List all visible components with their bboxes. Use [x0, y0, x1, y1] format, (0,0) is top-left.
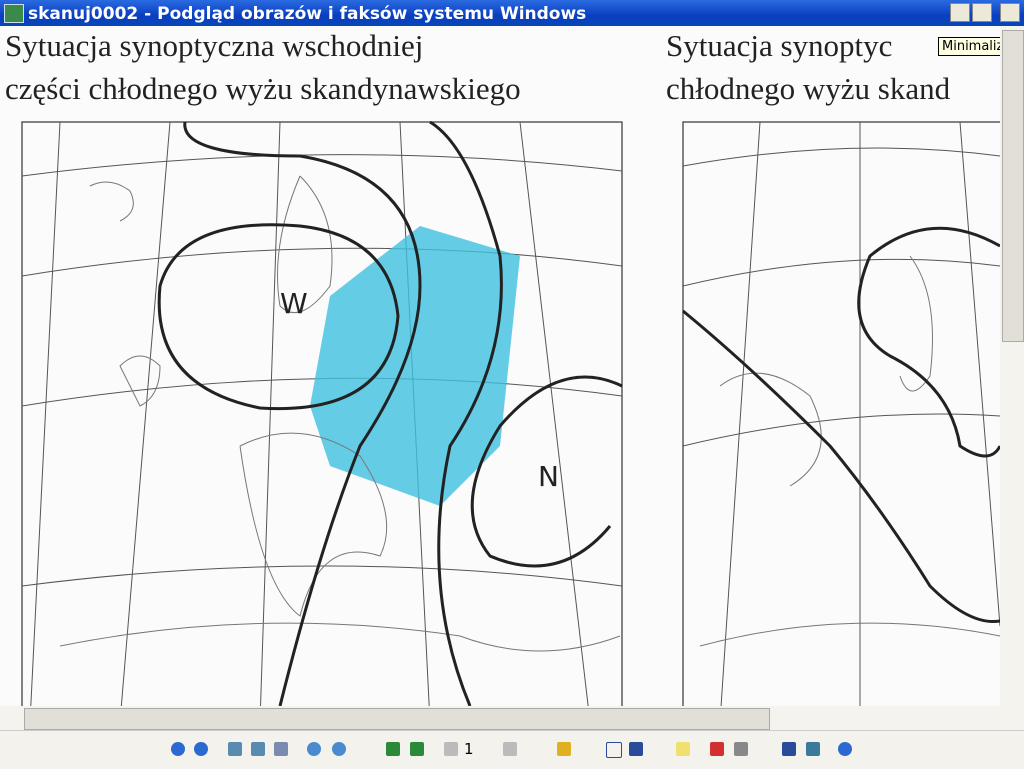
map-title-line: chłodnego wyżu skand: [666, 71, 951, 106]
filled-rect-button[interactable]: [629, 742, 643, 756]
highlighter-button[interactable]: [557, 742, 571, 756]
image-view: Sytuacja synoptyczna wschodniej części c…: [0, 26, 1000, 706]
pressure-label: N: [538, 460, 559, 493]
graticule: [21, 121, 1000, 706]
first-page-button[interactable]: [444, 742, 458, 756]
pressure-label: W: [280, 287, 308, 320]
save-button[interactable]: [782, 742, 796, 756]
rectangle-button[interactable]: [606, 742, 622, 758]
tooltip: Minimalizuj: [938, 37, 1020, 56]
note-button[interactable]: [676, 742, 690, 756]
next-page-button[interactable]: [503, 742, 517, 756]
help-button[interactable]: [838, 742, 852, 756]
rotate-button[interactable]: [386, 742, 400, 756]
actual-size-button[interactable]: [251, 742, 265, 756]
scroll-thumb[interactable]: [1002, 30, 1024, 342]
isobars: [157, 120, 1000, 706]
map-title-line: Sytuacja synoptyczna wschodniej: [5, 28, 424, 63]
print-button[interactable]: [734, 742, 748, 756]
delete-button[interactable]: [710, 742, 724, 756]
page-number[interactable]: 1: [464, 740, 474, 758]
map-drawing: W N: [21, 120, 1000, 706]
window-title: skanuj0002 - Podgląd obrazów i faksów sy…: [28, 4, 587, 24]
zoom-in-button[interactable]: [307, 742, 321, 756]
next-button[interactable]: [194, 742, 208, 756]
editor-button[interactable]: [806, 742, 820, 756]
scroll-thumb[interactable]: [24, 708, 770, 730]
app-icon: [4, 4, 24, 23]
vertical-scrollbar[interactable]: [1000, 26, 1024, 706]
rotate-button[interactable]: [410, 742, 424, 756]
horizontal-scrollbar[interactable]: [0, 706, 1024, 730]
title-bar: skanuj0002 - Podgląd obrazów i faksów sy…: [0, 0, 1024, 26]
slideshow-button[interactable]: [274, 742, 288, 756]
map-frames: [21, 121, 1000, 706]
highlighted-area: [310, 226, 520, 506]
coastlines: [59, 175, 1000, 652]
restore-button[interactable]: [972, 3, 992, 22]
best-fit-button[interactable]: [228, 742, 242, 756]
zoom-out-button[interactable]: [332, 742, 346, 756]
map-title-line: części chłodnego wyżu skandynawskiego: [5, 71, 521, 106]
map-title-line: Sytuacja synoptyc: [666, 28, 893, 63]
toolbar: 1: [0, 730, 1024, 769]
previous-button[interactable]: [171, 742, 185, 756]
minimize-button[interactable]: [950, 3, 970, 22]
close-button[interactable]: [1000, 3, 1020, 22]
